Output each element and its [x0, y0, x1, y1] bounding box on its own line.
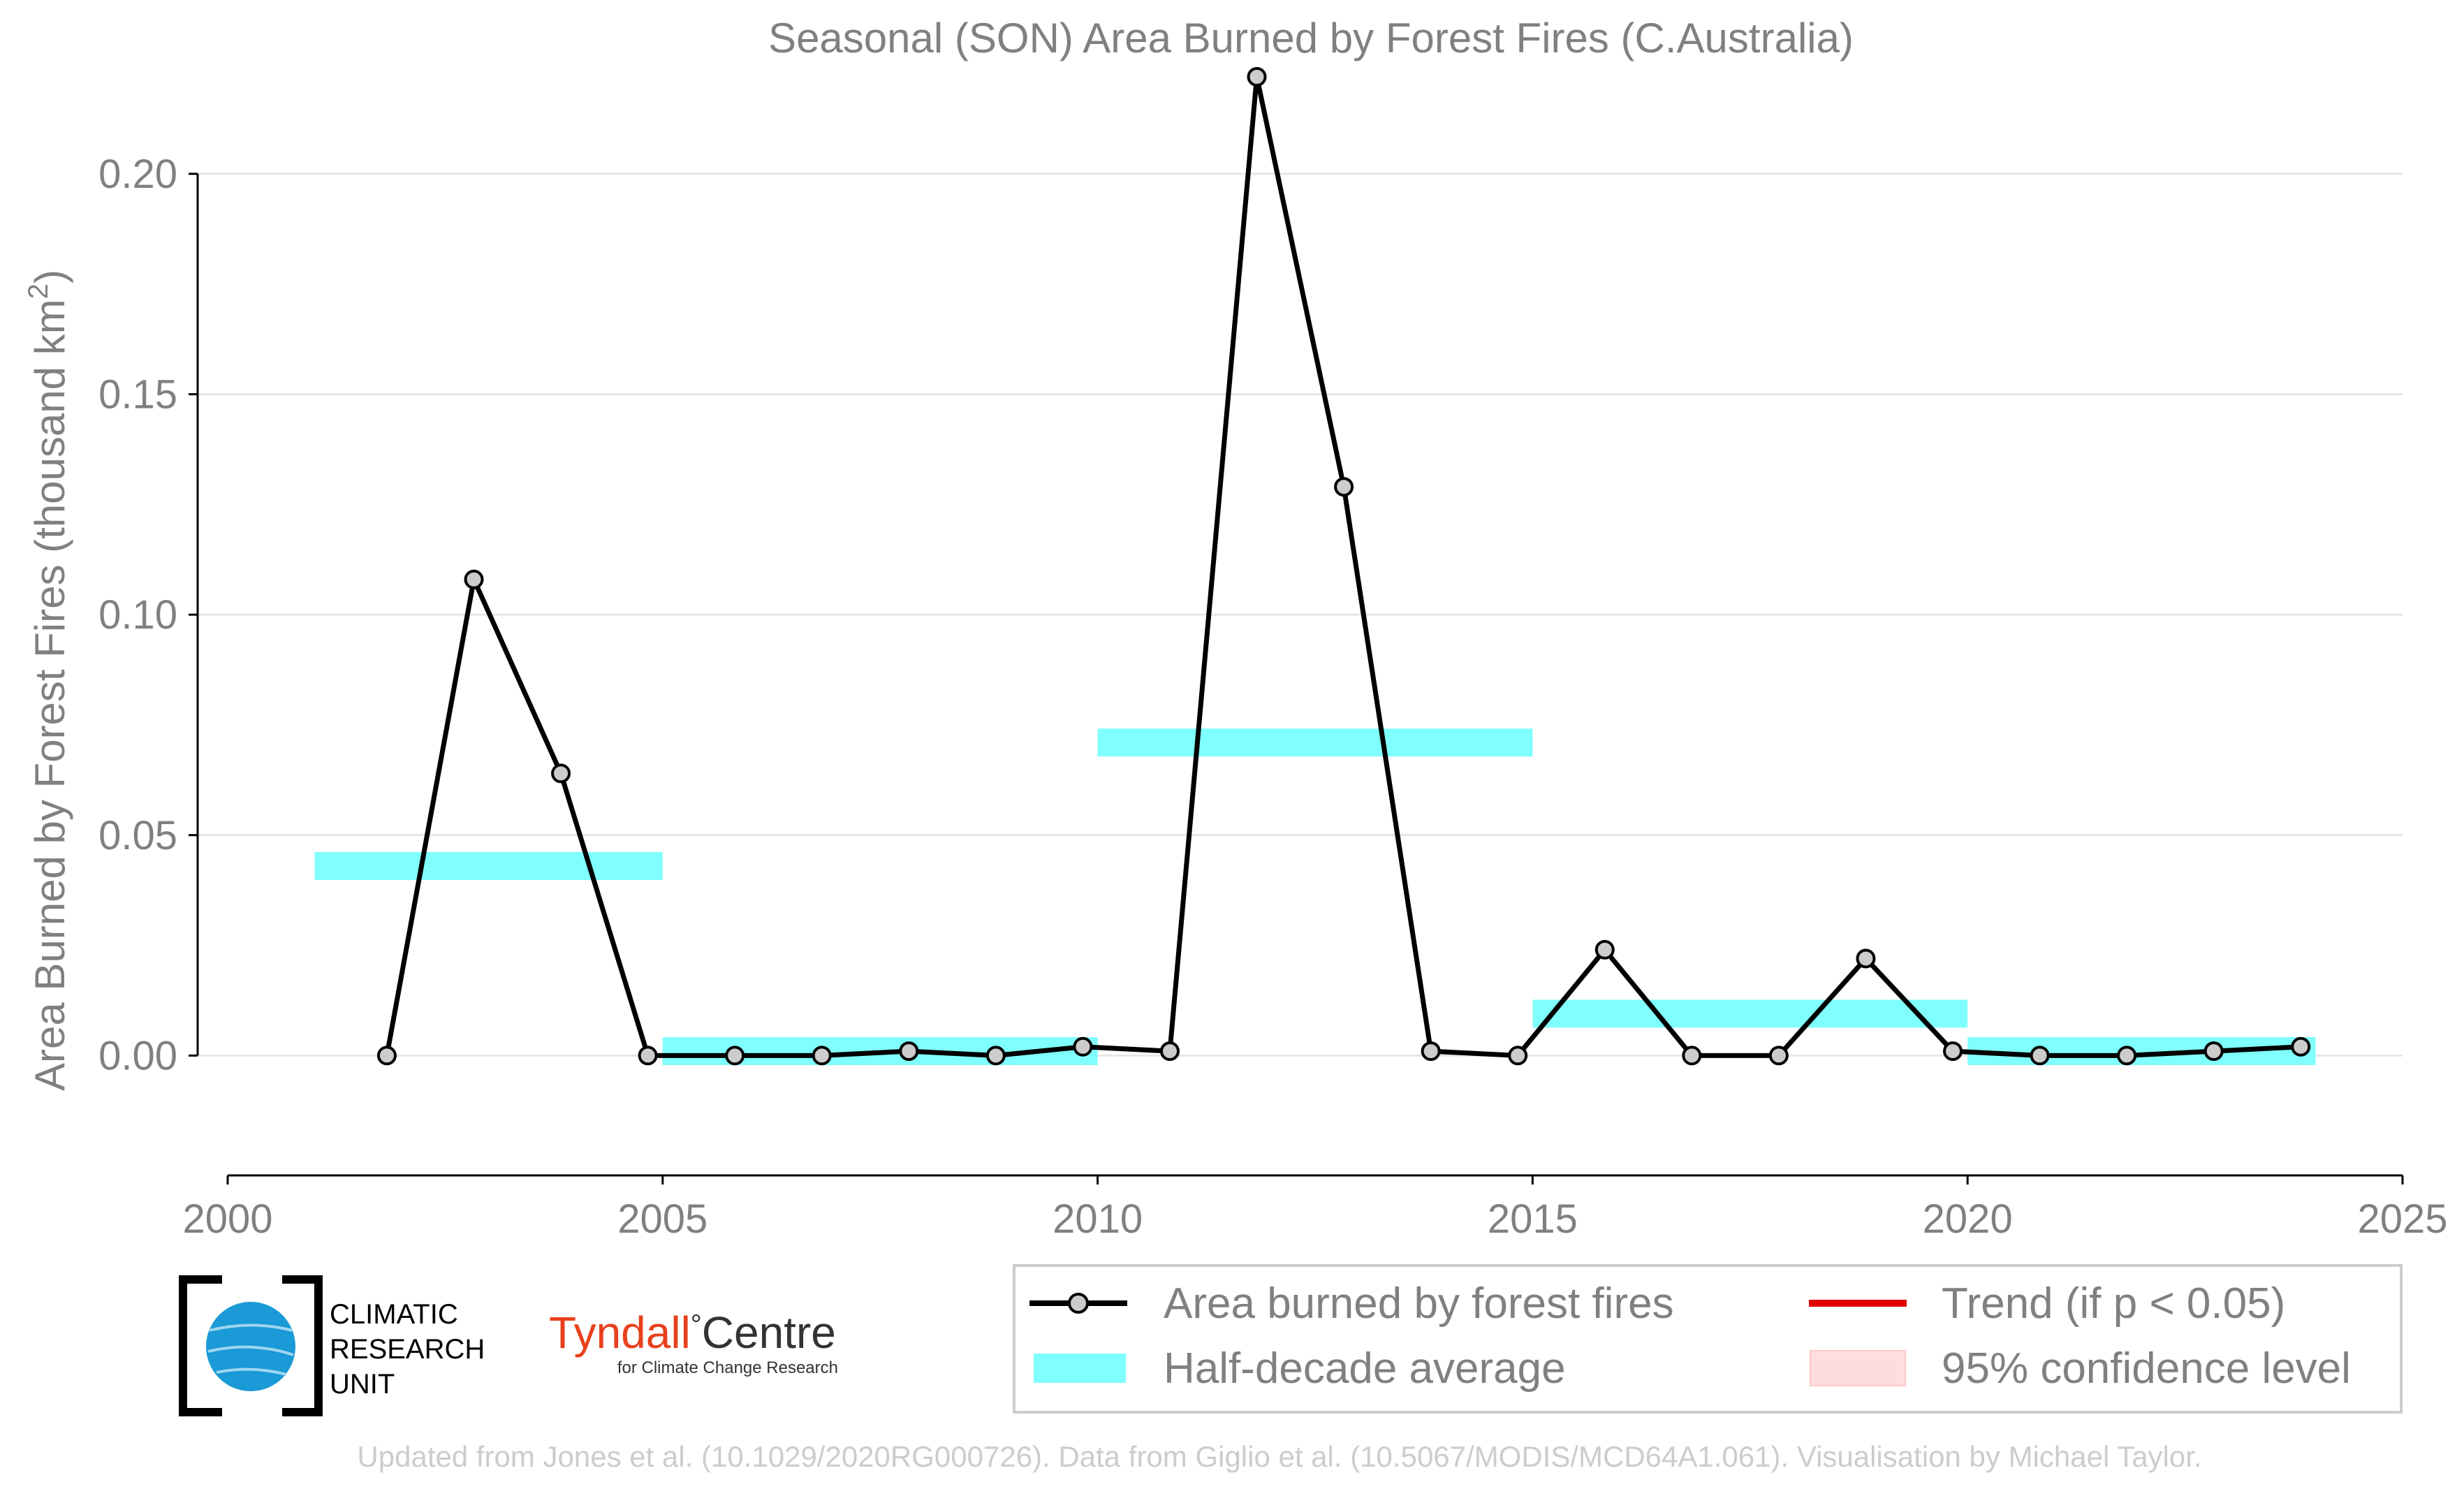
cru-logo-bracket [282, 1275, 323, 1416]
y-axis-label: Area Burned by Forest Fires (thousand km… [23, 270, 73, 1091]
data-point [1682, 1046, 1702, 1066]
x-tick-label: 2015 [1488, 1196, 1578, 1242]
half-decade-average-series [314, 728, 2316, 1066]
data-point [2117, 1046, 2137, 1066]
gridlines [198, 173, 2403, 1057]
y-tick-label: 0.10 [98, 592, 177, 638]
x-tick-label: 2000 [182, 1196, 272, 1242]
legend-box [1013, 1264, 2403, 1414]
legend-label-confidence: 95% confidence level [1942, 1344, 2351, 1393]
y-tick-label: 0.05 [98, 813, 177, 858]
area-burned-line [384, 74, 2301, 1058]
cru-logo: CLIMATIC RESEARCH UNIT [179, 1275, 485, 1416]
tyndall-logo-degree: ° [691, 1310, 702, 1340]
legend-key-area-burned-marker [1068, 1293, 1089, 1314]
data-point [2291, 1036, 2311, 1057]
half-decade-average-band [1097, 728, 1533, 757]
legend-key-half-decade [1034, 1354, 1126, 1383]
area-burned-series [376, 67, 2311, 1066]
data-point [1421, 1041, 1441, 1062]
data-point [725, 1046, 745, 1066]
legend: Area burned by forest fires Trend (if p … [1013, 1264, 2403, 1414]
y-axis: 0.00 0.05 0.10 0.15 0.20 [98, 152, 199, 1078]
legend-label-trend: Trend (if p < 0.05) [1942, 1279, 2285, 1328]
data-point [464, 569, 484, 589]
x-tick-label: 2005 [617, 1196, 707, 1242]
cru-logo-bracket [179, 1275, 222, 1416]
data-point [376, 1046, 397, 1066]
half-decade-average-band [1967, 1037, 2316, 1066]
y-axis-label-main: Area Burned by Forest Fires (thousand km [27, 299, 73, 1091]
data-point [985, 1046, 1006, 1066]
x-tick-label: 2010 [1053, 1196, 1143, 1242]
x-axis: 2000 2005 2010 2015 2020 2025 [182, 1174, 2448, 1242]
half-decade-average-band [1532, 999, 1968, 1028]
tyndall-logo-centre: Centre [702, 1307, 836, 1358]
half-decade-average-band [314, 851, 663, 880]
tyndall-logo-wordmark: Tyndall°Centre [549, 1307, 836, 1358]
data-point [1073, 1036, 1093, 1057]
y-axis-label-close: ) [27, 270, 73, 284]
data-point [1856, 948, 1876, 969]
y-tick-label: 0.20 [98, 152, 177, 197]
data-point [812, 1046, 832, 1066]
data-point [1594, 939, 1615, 960]
data-point [1334, 477, 1354, 497]
data-point [1943, 1041, 1963, 1062]
legend-label-half-decade: Half-decade average [1164, 1344, 1566, 1393]
globe-icon-lines [207, 1323, 294, 1376]
data-point [551, 763, 571, 784]
tyndall-logo-main: Tyndall [549, 1307, 691, 1358]
tyndall-logo: Tyndall°Centre for Climate Change Resear… [549, 1307, 838, 1377]
data-point [2203, 1041, 2224, 1062]
data-point [1247, 67, 1267, 87]
legend-label-area-burned: Area burned by forest fires [1164, 1279, 1674, 1328]
y-axis-label-sup: 2 [23, 284, 54, 299]
data-point [638, 1046, 658, 1066]
data-point [1508, 1046, 1528, 1066]
y-tick-label: 0.15 [98, 372, 177, 418]
data-point [1159, 1041, 1180, 1062]
footer-credit: Updated from Jones et al. (10.1029/2020R… [357, 1440, 2201, 1473]
chart-title: Seasonal (SON) Area Burned by Forest Fir… [768, 15, 1854, 61]
x-tick-label: 2025 [2357, 1196, 2447, 1242]
data-point [2030, 1046, 2050, 1066]
data-point [1768, 1046, 1789, 1066]
cru-logo-line: RESEARCH [330, 1334, 485, 1365]
tyndall-logo-sub: for Climate Change Research [617, 1358, 838, 1377]
x-tick-label: 2020 [1923, 1196, 2013, 1242]
legend-key-confidence [1810, 1350, 1906, 1386]
cru-logo-line: UNIT [330, 1369, 395, 1400]
y-tick-label: 0.00 [98, 1033, 177, 1078]
data-point [899, 1041, 919, 1062]
cru-logo-line: CLIMATIC [330, 1299, 458, 1330]
